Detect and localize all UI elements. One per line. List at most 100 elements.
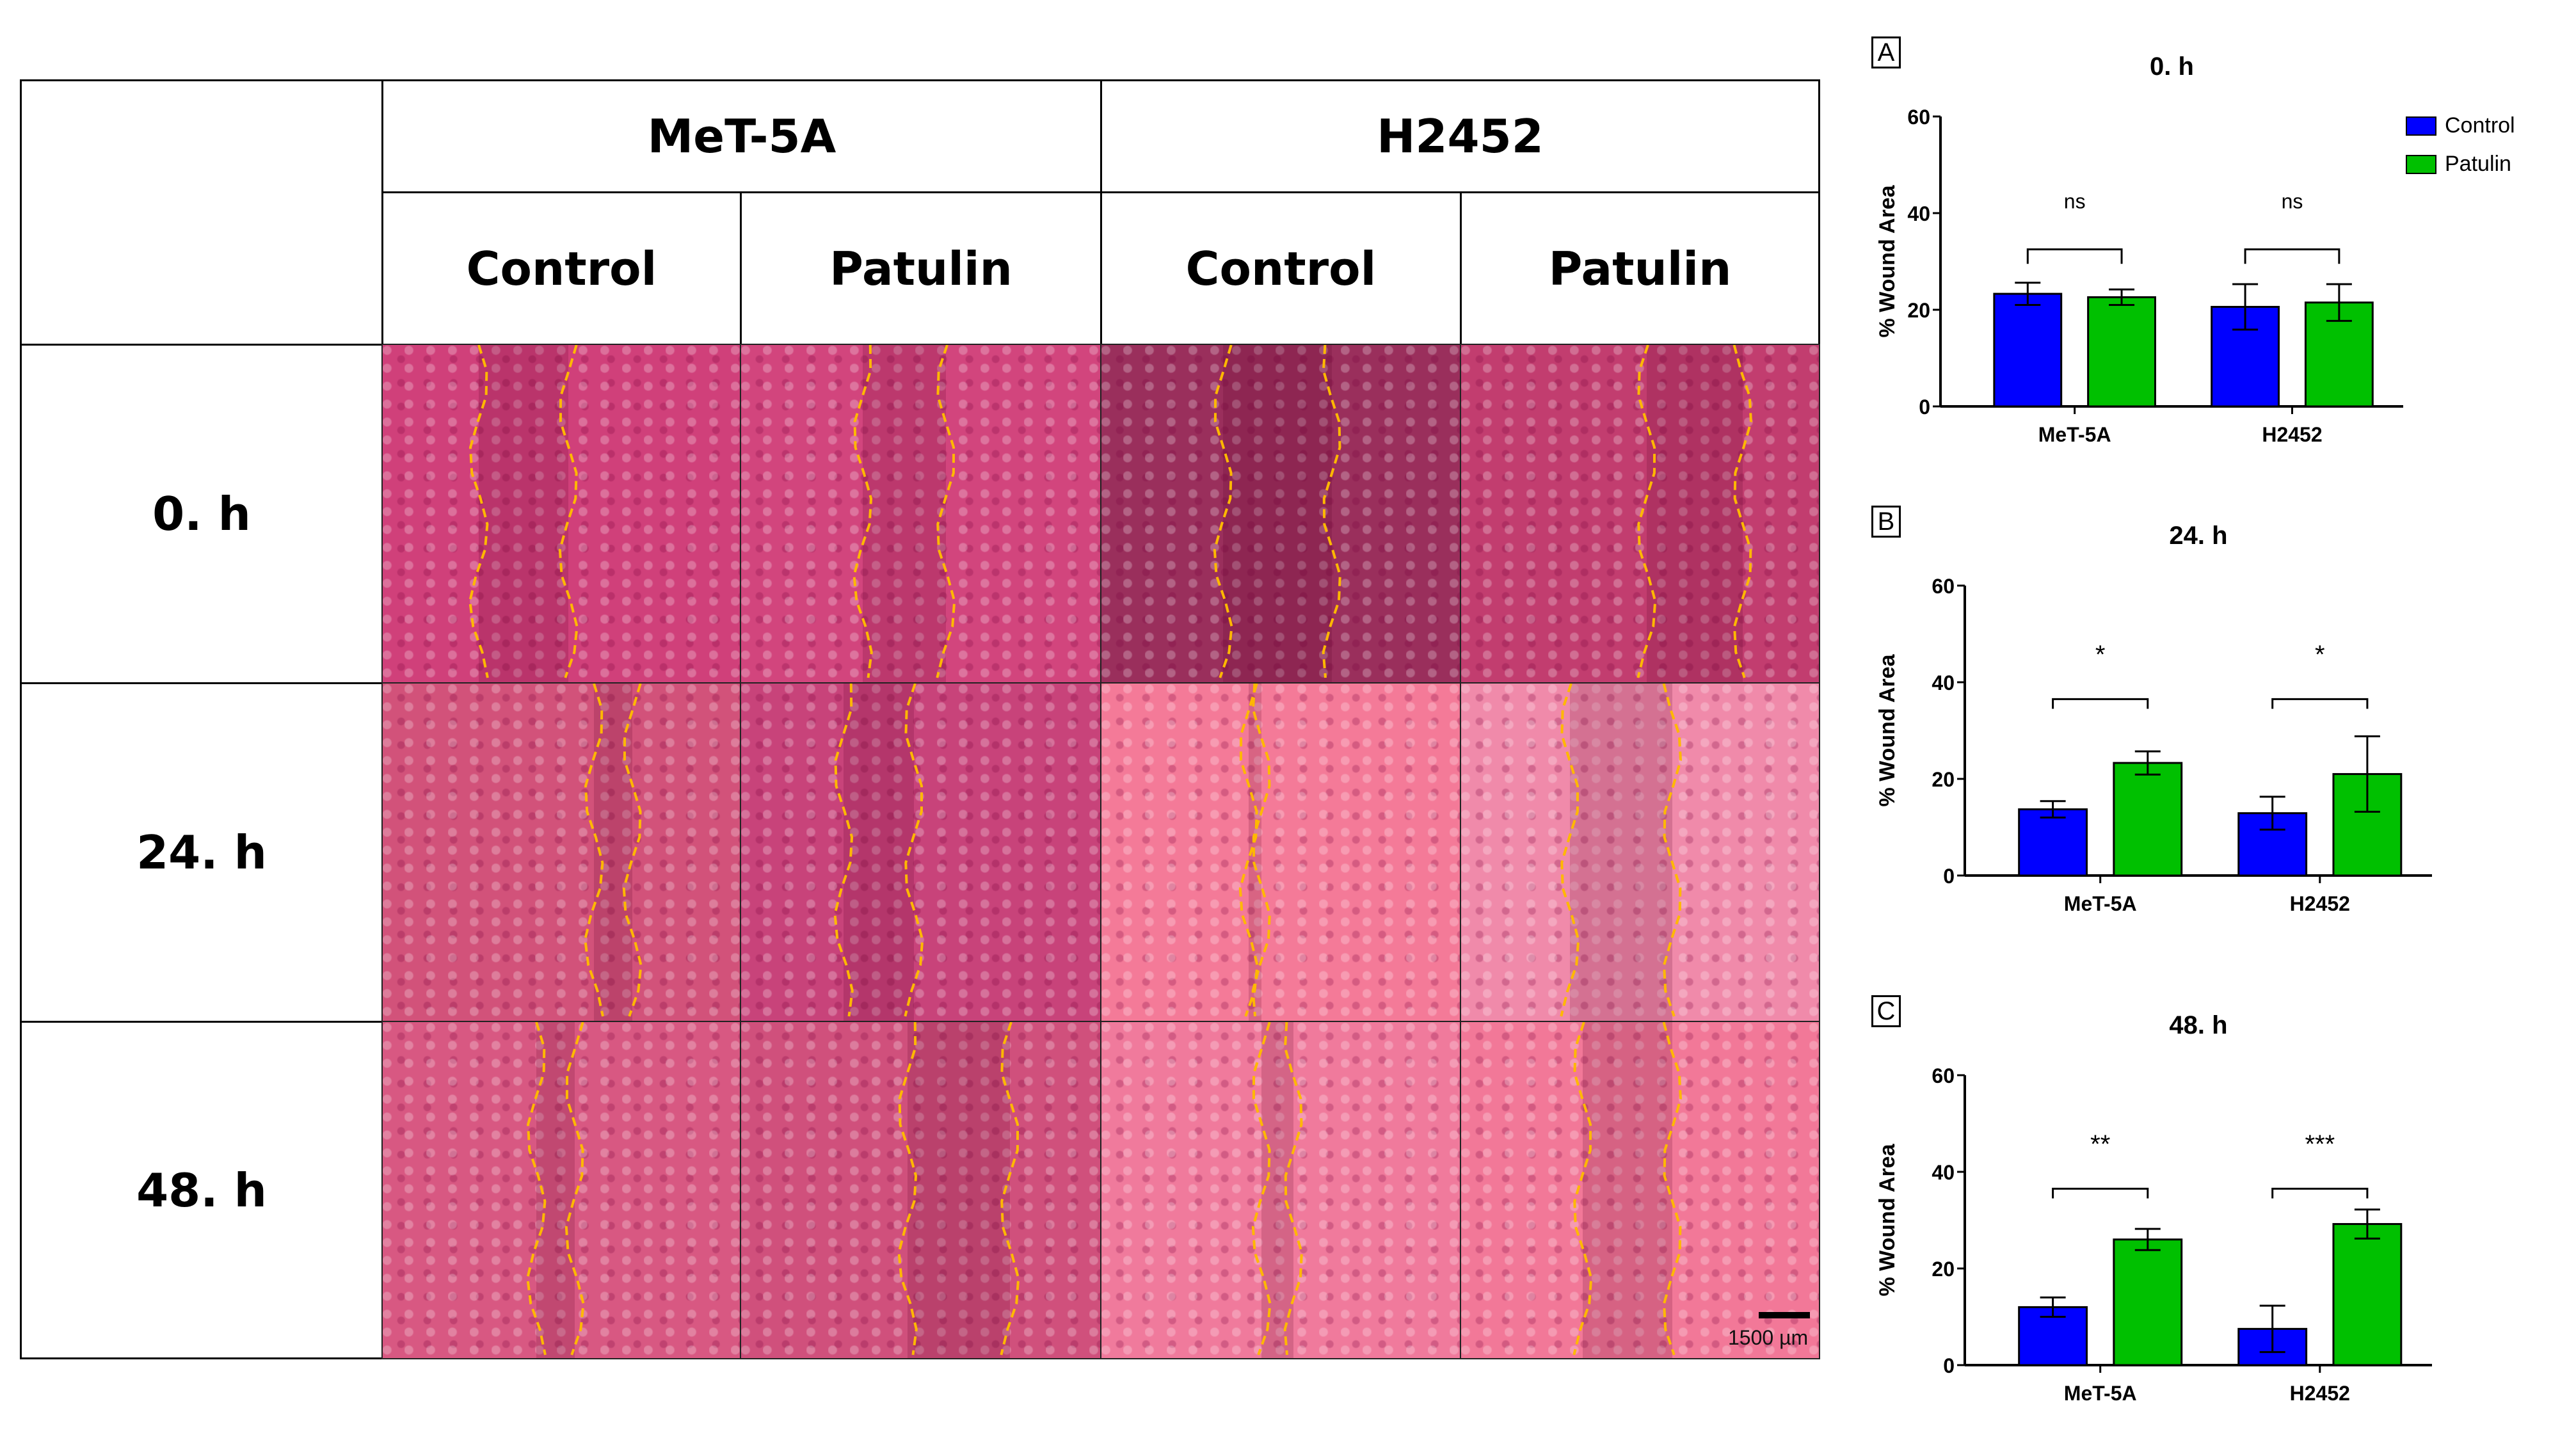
wound-edge-line bbox=[897, 1022, 918, 1356]
x-tick-label: MeT-5A bbox=[2038, 423, 2111, 446]
y-tick-label: 40 bbox=[1932, 671, 1955, 694]
wound-edge-line bbox=[622, 684, 643, 1017]
wound-edge-line bbox=[936, 345, 956, 678]
wound-edge-line bbox=[1636, 345, 1657, 678]
wound-edge-line bbox=[1572, 1022, 1593, 1356]
panel-label-a: A bbox=[1871, 36, 1901, 68]
header-control-h2452: Control bbox=[1100, 191, 1462, 346]
wound-image bbox=[1100, 1021, 1462, 1359]
x-tick-label: H2452 bbox=[2290, 892, 2350, 915]
y-axis-label: % Wound Area bbox=[1875, 184, 1900, 337]
y-tick-label: 0 bbox=[1943, 1354, 1955, 1377]
significance-label: *** bbox=[2305, 1130, 2335, 1158]
y-axis-label: % Wound Area bbox=[1875, 653, 1900, 806]
significance-bracket bbox=[2244, 248, 2340, 264]
y-tick-label: 40 bbox=[1932, 1161, 1955, 1184]
wound-edge-line bbox=[558, 345, 579, 678]
y-tick-label: 0 bbox=[1943, 865, 1955, 888]
x-tick-label: MeT-5A bbox=[2064, 892, 2137, 915]
header-patulin-h2452: Patulin bbox=[1460, 191, 1820, 346]
wound-edge-line bbox=[584, 684, 604, 1017]
wound-edge-line bbox=[1560, 684, 1580, 1017]
scale-bar bbox=[1759, 1312, 1810, 1318]
significance-label: ** bbox=[2090, 1130, 2110, 1158]
corner-cell bbox=[20, 79, 383, 346]
y-tick-label: 20 bbox=[1907, 299, 1930, 322]
significance-label: ns bbox=[2064, 189, 2086, 212]
wound-edge-line bbox=[1662, 684, 1682, 1017]
significance-label: ns bbox=[2282, 189, 2303, 212]
y-tick-label: 20 bbox=[1932, 1258, 1955, 1281]
wound-edge-line bbox=[1251, 1022, 1272, 1356]
bar-patulin bbox=[2087, 296, 2156, 408]
y-tick-label: 60 bbox=[1932, 575, 1955, 598]
row-label-48h: 48. h bbox=[20, 1021, 383, 1359]
wound-edge-line bbox=[468, 345, 489, 678]
y-tick-label: 60 bbox=[1932, 1064, 1955, 1087]
wound-image bbox=[1100, 344, 1462, 684]
wound-edge-line bbox=[526, 1022, 547, 1356]
scale-label: 1500 µm bbox=[1728, 1326, 1809, 1349]
wound-image bbox=[1100, 682, 1462, 1023]
wound-image bbox=[381, 344, 742, 684]
significance-label: * bbox=[2315, 641, 2325, 669]
row-label-24h: 24. h bbox=[20, 682, 383, 1023]
header-patulin-met5a: Patulin bbox=[740, 191, 1102, 346]
y-tick-label: 40 bbox=[1907, 202, 1930, 225]
wound-edge-line bbox=[1283, 1022, 1303, 1356]
chart-c-48h: 48. h % Wound Area 0 20 40 60 MeT-5A ** H2452 *** bbox=[1875, 1011, 2432, 1405]
header-met5a: MeT-5A bbox=[381, 79, 1102, 193]
wound-image bbox=[1460, 1021, 1820, 1359]
bar-patulin bbox=[2113, 762, 2183, 877]
legend-label-patulin: Patulin bbox=[2445, 152, 2511, 176]
chart-title: 48. h bbox=[2169, 1011, 2227, 1039]
chart-a-0h: 0. h % Wound Area 0 20 40 60 MeT-5A ns H2452 ns Co… bbox=[1875, 52, 2515, 446]
bar-control bbox=[1993, 292, 2063, 408]
wound-edge-line bbox=[1000, 1022, 1020, 1356]
x-tick-label: H2452 bbox=[2290, 1382, 2350, 1405]
y-axis-label: % Wound Area bbox=[1875, 1143, 1900, 1296]
y-tick-label: 0 bbox=[1919, 396, 1930, 419]
wound-edge-line bbox=[1322, 345, 1341, 678]
wound-image bbox=[1460, 344, 1820, 684]
x-tick-label: MeT-5A bbox=[2064, 1382, 2137, 1405]
significance-bracket bbox=[2271, 1187, 2369, 1199]
wound-image bbox=[1460, 682, 1820, 1023]
chart-title: 24. h bbox=[2169, 522, 2227, 550]
header-h2452: H2452 bbox=[1100, 79, 1820, 193]
wound-edge-line bbox=[1732, 345, 1752, 678]
y-tick-label: 20 bbox=[1932, 768, 1955, 791]
y-tick-label: 60 bbox=[1907, 106, 1930, 129]
significance-bracket bbox=[2052, 698, 2149, 709]
wound-edge-line bbox=[1662, 1022, 1682, 1356]
header-control-met5a: Control bbox=[381, 191, 742, 346]
significance-bracket bbox=[2052, 1187, 2149, 1199]
bar-control bbox=[2018, 808, 2088, 877]
wound-edge-line bbox=[833, 684, 854, 1017]
bar-patulin bbox=[2332, 1223, 2403, 1366]
x-tick-label: H2452 bbox=[2262, 423, 2322, 446]
panel-label-b: B bbox=[1871, 506, 1901, 538]
wound-edge-line bbox=[852, 345, 873, 678]
wound-image bbox=[740, 1021, 1102, 1359]
panel-label-c: C bbox=[1871, 995, 1901, 1027]
wound-image bbox=[381, 682, 742, 1023]
wound-edge-line bbox=[564, 1022, 585, 1356]
chart-title: 0. h bbox=[2150, 52, 2194, 81]
wound-image bbox=[740, 682, 1102, 1023]
wound-edge-line bbox=[1213, 345, 1233, 678]
significance-bracket bbox=[2026, 248, 2123, 264]
significance-label: * bbox=[2095, 641, 2106, 669]
wound-image bbox=[740, 344, 1102, 684]
wound-edge-line bbox=[1238, 684, 1259, 1017]
wound-image bbox=[381, 1021, 742, 1359]
legend-swatch-control bbox=[2406, 116, 2436, 136]
bar-patulin bbox=[2113, 1238, 2183, 1366]
wound-edge-line bbox=[1251, 684, 1271, 1017]
chart-b-24h: 24. h % Wound Area 0 20 40 60 MeT-5A * H2452 * bbox=[1875, 522, 2432, 915]
legend-swatch-patulin bbox=[2406, 155, 2436, 174]
wound-edge-line bbox=[904, 684, 924, 1017]
legend-label-control: Control bbox=[2445, 113, 2515, 138]
significance-bracket bbox=[2271, 698, 2369, 709]
row-label-0h: 0. h bbox=[20, 344, 383, 684]
